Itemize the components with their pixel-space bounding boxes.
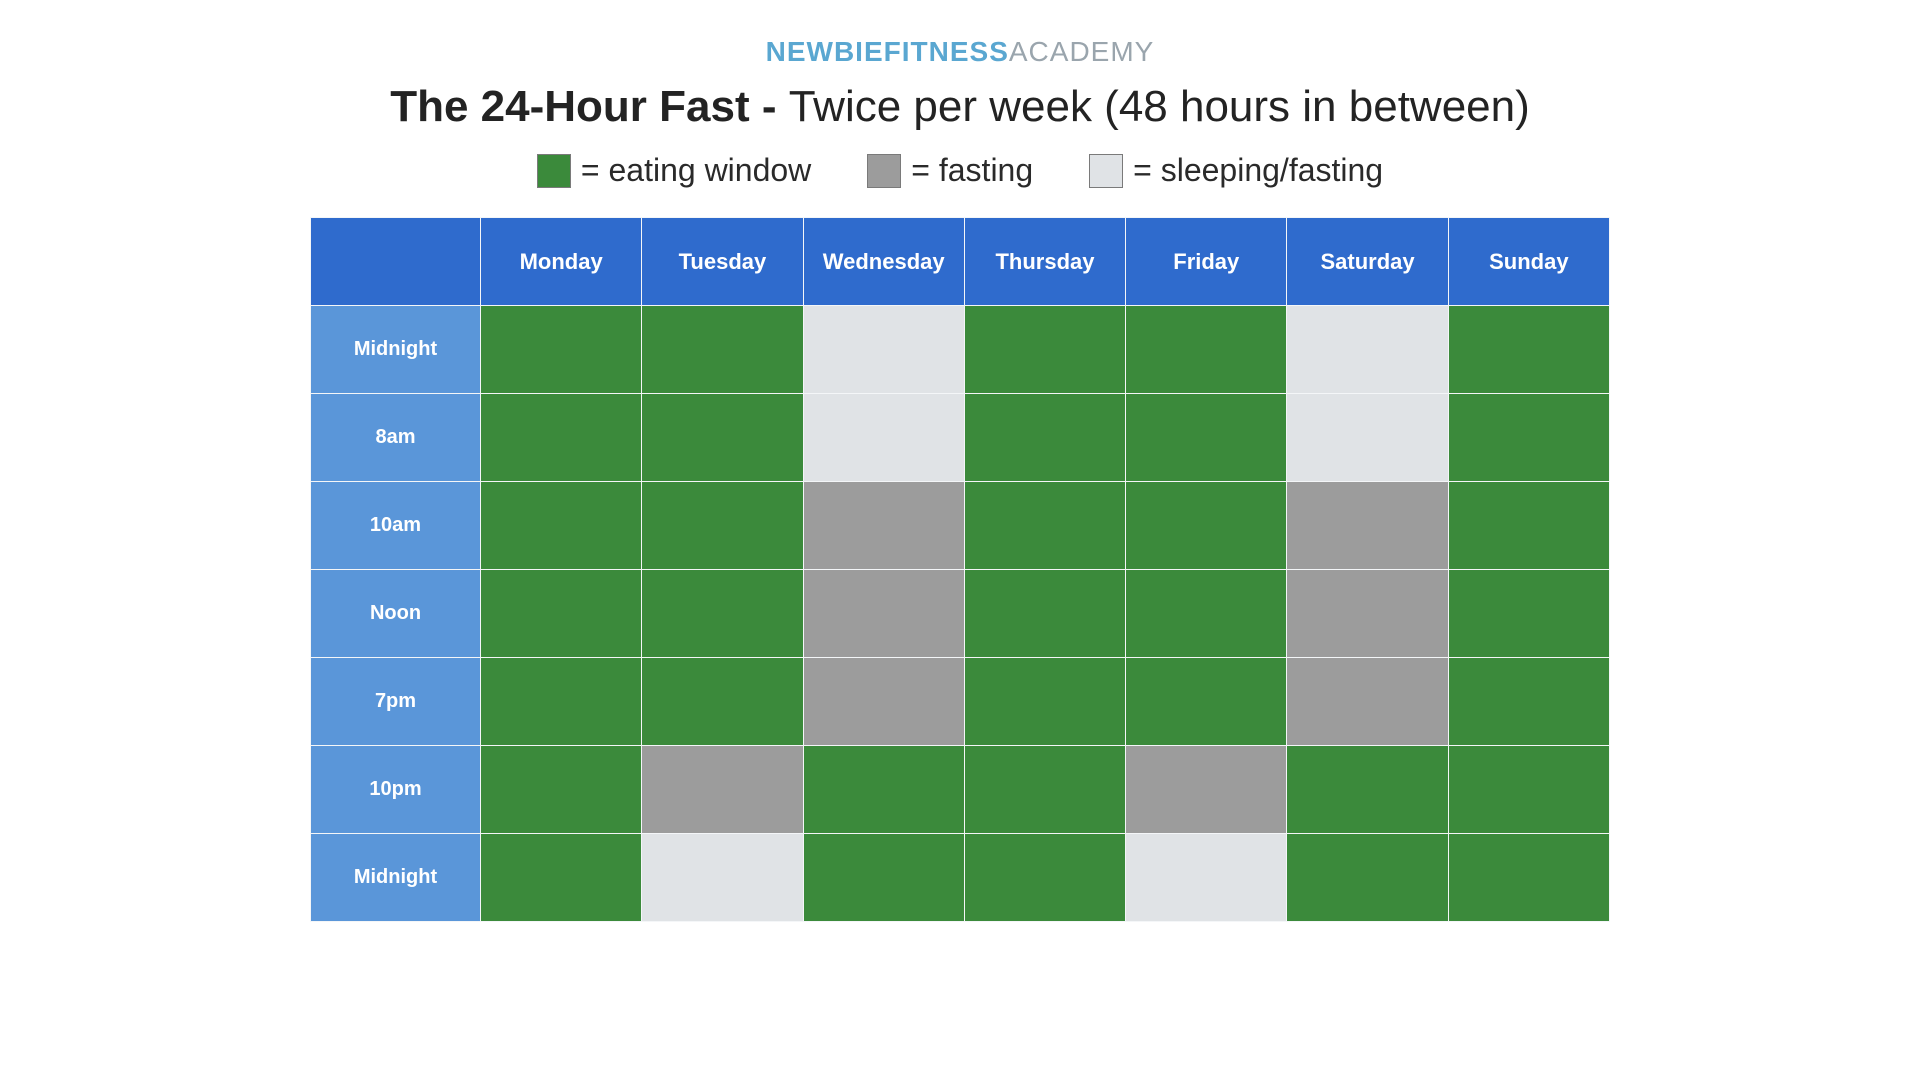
row-label: 10am bbox=[311, 482, 481, 570]
swatch-sleeping bbox=[1089, 154, 1123, 188]
row-label: 7pm bbox=[311, 658, 481, 746]
legend-eating: = eating window bbox=[537, 152, 811, 189]
cell-eating bbox=[1448, 570, 1609, 658]
legend-sleeping: = sleeping/fasting bbox=[1089, 152, 1383, 189]
header-blank bbox=[311, 218, 481, 306]
cell-eating bbox=[642, 306, 803, 394]
header-day: Tuesday bbox=[642, 218, 803, 306]
table-row: 10pm bbox=[311, 746, 1610, 834]
cell-eating bbox=[803, 746, 964, 834]
cell-eating bbox=[481, 658, 642, 746]
cell-eating bbox=[964, 482, 1125, 570]
cell-eating bbox=[481, 306, 642, 394]
cell-fasting bbox=[803, 482, 964, 570]
cell-eating bbox=[481, 482, 642, 570]
cell-eating bbox=[1126, 306, 1287, 394]
cell-eating bbox=[1126, 394, 1287, 482]
brand-logo: NEWBIEFITNESSACADEMY bbox=[766, 36, 1155, 68]
cell-sleeping bbox=[1287, 306, 1448, 394]
legend-sleeping-label: = sleeping/fasting bbox=[1133, 152, 1383, 189]
page-title: The 24-Hour Fast - Twice per week (48 ho… bbox=[390, 82, 1530, 132]
cell-eating bbox=[481, 746, 642, 834]
cell-fasting bbox=[642, 746, 803, 834]
swatch-fasting bbox=[867, 154, 901, 188]
title-bold: The 24-Hour Fast - bbox=[390, 82, 789, 131]
cell-eating bbox=[1287, 746, 1448, 834]
cell-eating bbox=[642, 570, 803, 658]
cell-eating bbox=[1126, 482, 1287, 570]
cell-fasting bbox=[1287, 658, 1448, 746]
cell-eating bbox=[1448, 746, 1609, 834]
cell-sleeping bbox=[803, 394, 964, 482]
header-day: Saturday bbox=[1287, 218, 1448, 306]
cell-eating bbox=[964, 746, 1125, 834]
header-day: Friday bbox=[1126, 218, 1287, 306]
cell-eating bbox=[1448, 482, 1609, 570]
cell-eating bbox=[1448, 834, 1609, 922]
table-row: Midnight bbox=[311, 834, 1610, 922]
cell-fasting bbox=[803, 570, 964, 658]
cell-fasting bbox=[1287, 482, 1448, 570]
brand-part1: NEWBIEFITNESS bbox=[766, 36, 1009, 67]
cell-eating bbox=[1126, 658, 1287, 746]
legend-eating-label: = eating window bbox=[581, 152, 811, 189]
table-row: 8am bbox=[311, 394, 1610, 482]
row-label: 8am bbox=[311, 394, 481, 482]
cell-eating bbox=[1448, 306, 1609, 394]
cell-eating bbox=[964, 834, 1125, 922]
cell-eating bbox=[642, 482, 803, 570]
row-label: Midnight bbox=[311, 834, 481, 922]
cell-sleeping bbox=[1126, 834, 1287, 922]
legend-fasting-label: = fasting bbox=[911, 152, 1033, 189]
cell-eating bbox=[642, 394, 803, 482]
cell-sleeping bbox=[642, 834, 803, 922]
legend: = eating window = fasting = sleeping/fas… bbox=[537, 152, 1383, 189]
cell-eating bbox=[803, 834, 964, 922]
row-label: Noon bbox=[311, 570, 481, 658]
cell-eating bbox=[642, 658, 803, 746]
cell-eating bbox=[1126, 570, 1287, 658]
cell-eating bbox=[1448, 658, 1609, 746]
cell-eating bbox=[481, 570, 642, 658]
schedule-table: Monday Tuesday Wednesday Thursday Friday… bbox=[310, 217, 1610, 922]
table-row: 10am bbox=[311, 482, 1610, 570]
table-row: Noon bbox=[311, 570, 1610, 658]
legend-fasting: = fasting bbox=[867, 152, 1033, 189]
row-label: 10pm bbox=[311, 746, 481, 834]
cell-fasting bbox=[1126, 746, 1287, 834]
header-day: Wednesday bbox=[803, 218, 964, 306]
header-day: Sunday bbox=[1448, 218, 1609, 306]
cell-fasting bbox=[803, 658, 964, 746]
brand-part2: ACADEMY bbox=[1009, 36, 1154, 67]
cell-eating bbox=[964, 394, 1125, 482]
cell-eating bbox=[964, 570, 1125, 658]
cell-eating bbox=[481, 834, 642, 922]
table-header-row: Monday Tuesday Wednesday Thursday Friday… bbox=[311, 218, 1610, 306]
cell-eating bbox=[481, 394, 642, 482]
cell-fasting bbox=[1287, 570, 1448, 658]
cell-sleeping bbox=[1287, 394, 1448, 482]
header-day: Thursday bbox=[964, 218, 1125, 306]
schedule-table-wrap: Monday Tuesday Wednesday Thursday Friday… bbox=[310, 217, 1610, 922]
header-day: Monday bbox=[481, 218, 642, 306]
title-thin: Twice per week (48 hours in between) bbox=[789, 82, 1530, 131]
cell-sleeping bbox=[803, 306, 964, 394]
swatch-eating bbox=[537, 154, 571, 188]
row-label: Midnight bbox=[311, 306, 481, 394]
table-row: Midnight bbox=[311, 306, 1610, 394]
cell-eating bbox=[1448, 394, 1609, 482]
cell-eating bbox=[1287, 834, 1448, 922]
table-row: 7pm bbox=[311, 658, 1610, 746]
cell-eating bbox=[964, 658, 1125, 746]
cell-eating bbox=[964, 306, 1125, 394]
